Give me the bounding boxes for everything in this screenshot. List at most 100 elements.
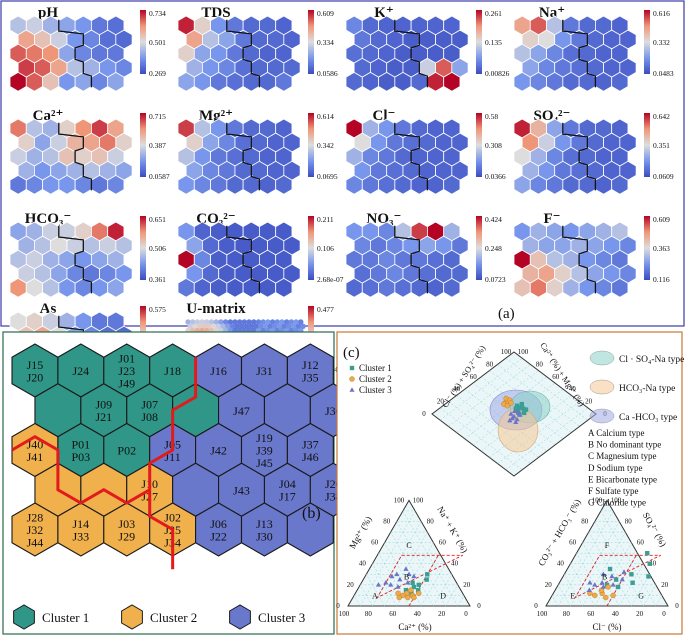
cluster-boundary xyxy=(58,122,93,191)
umatrix-cell xyxy=(199,319,205,325)
colorbar-min: 0.0586 xyxy=(317,69,338,78)
tick-label: 80 xyxy=(536,360,544,368)
umatrix-cell xyxy=(246,319,252,325)
grid-line xyxy=(489,370,572,433)
sample-id: J28 xyxy=(27,511,44,525)
class-letter: F xyxy=(605,541,610,550)
class-legend-item: A Calcium type xyxy=(588,428,645,438)
sample-id: J29 xyxy=(118,529,135,543)
colorbar xyxy=(644,216,650,280)
sample-id: J47 xyxy=(233,404,250,418)
point-cluster-3 xyxy=(406,571,412,577)
grid-line xyxy=(505,358,588,421)
colorbar-mid: 0.332 xyxy=(653,38,670,47)
colorbar-mid: 0.363 xyxy=(653,244,670,253)
point-cluster-1 xyxy=(613,577,619,582)
point-cluster-3 xyxy=(515,410,521,415)
point-cluster-1 xyxy=(646,574,651,579)
tick-label: 100 xyxy=(592,496,603,504)
cluster-boundary xyxy=(562,122,597,191)
point-cluster-3 xyxy=(621,569,627,574)
umatrix-cell xyxy=(267,323,273,329)
class-letter: G xyxy=(638,592,644,601)
sample-id: P03 xyxy=(72,450,91,464)
colorbar xyxy=(476,113,482,177)
panel-c-label: (c) xyxy=(343,345,360,361)
umatrix-cell xyxy=(204,319,210,325)
umatrix-cell xyxy=(227,319,233,325)
tick-label: 80 xyxy=(486,360,494,368)
tick-label: 20 xyxy=(585,398,593,406)
sample-id: J03 xyxy=(118,517,135,531)
umatrix-cell xyxy=(293,319,299,325)
umatrix-cell xyxy=(232,319,238,325)
tick-label: 100 xyxy=(501,348,512,356)
tick-label: 40 xyxy=(557,560,565,568)
colorbar-min: 2.68e-07 xyxy=(317,275,344,284)
class-legend-item: C Magnesium type xyxy=(588,451,657,461)
sample-id: J44 xyxy=(27,536,44,550)
umatrix-cell xyxy=(225,323,231,329)
tick-label: 0 xyxy=(477,602,481,610)
sample-id: J42 xyxy=(210,444,227,458)
point-cluster-2 xyxy=(408,587,414,593)
som-map-CO3: CO₃²⁻ 0.211 0.106 2.68e-07 xyxy=(177,211,344,298)
point-cluster-1 xyxy=(514,403,520,408)
grid-line xyxy=(481,389,564,452)
som-neuron: J42 xyxy=(195,422,243,478)
umatrix-cell xyxy=(255,319,262,325)
grid-line xyxy=(481,376,564,439)
map-cell xyxy=(107,71,125,92)
point-cluster-3 xyxy=(619,576,625,582)
som-neuron xyxy=(286,502,334,557)
panel-a-label: (a) xyxy=(498,306,515,322)
point-cluster-2 xyxy=(592,592,598,599)
tick-label: 60 xyxy=(569,539,577,547)
umatrix-cell xyxy=(272,323,278,329)
point-cluster-3 xyxy=(349,387,355,392)
tick-label: 0 xyxy=(534,602,538,610)
cluster-boundary xyxy=(562,19,597,88)
sample-id: P01 xyxy=(72,437,91,451)
colorbar-max: 0.609 xyxy=(653,215,670,224)
colorbar-min: 0.0587 xyxy=(149,172,170,181)
colorbar-mid: 0.334 xyxy=(317,38,334,47)
tick-label: 40 xyxy=(612,610,620,618)
cluster-boundary xyxy=(58,225,93,294)
sample-id: J41 xyxy=(27,450,44,464)
point-cluster-3 xyxy=(509,415,515,421)
umatrix-cell xyxy=(295,323,302,329)
colorbar-min: 0.0483 xyxy=(653,69,674,78)
sample-id: J21 xyxy=(95,410,112,424)
sample-id: J30 xyxy=(256,529,273,543)
tick-label: 20 xyxy=(463,581,471,589)
class-boundary xyxy=(574,554,661,599)
grid-line xyxy=(456,370,539,433)
umatrix-cell xyxy=(281,323,287,329)
map-title-NO3: NO₃⁻ xyxy=(367,211,402,227)
point-cluster-2 xyxy=(349,376,355,382)
sample-id: J16 xyxy=(210,364,227,378)
tick-label: 60 xyxy=(587,610,595,618)
umatrix-cell xyxy=(241,319,248,325)
sample-id: J31 xyxy=(256,364,273,378)
point-cluster-3 xyxy=(610,582,616,587)
point-cluster-3 xyxy=(411,573,417,579)
colorbar-max: 0.614 xyxy=(317,112,334,121)
legend-swatch xyxy=(229,604,251,630)
sample-id: J23 xyxy=(118,364,135,378)
map-title-Cl: Cl⁻ xyxy=(373,108,396,124)
map-title-SO4: SO₄²⁻ xyxy=(534,108,571,124)
umatrix-cell xyxy=(211,323,217,329)
sample-id: J19 xyxy=(256,431,273,445)
map-cell xyxy=(107,277,125,298)
som-map-pH: pH 0.734 0.501 0.269 xyxy=(9,5,166,92)
